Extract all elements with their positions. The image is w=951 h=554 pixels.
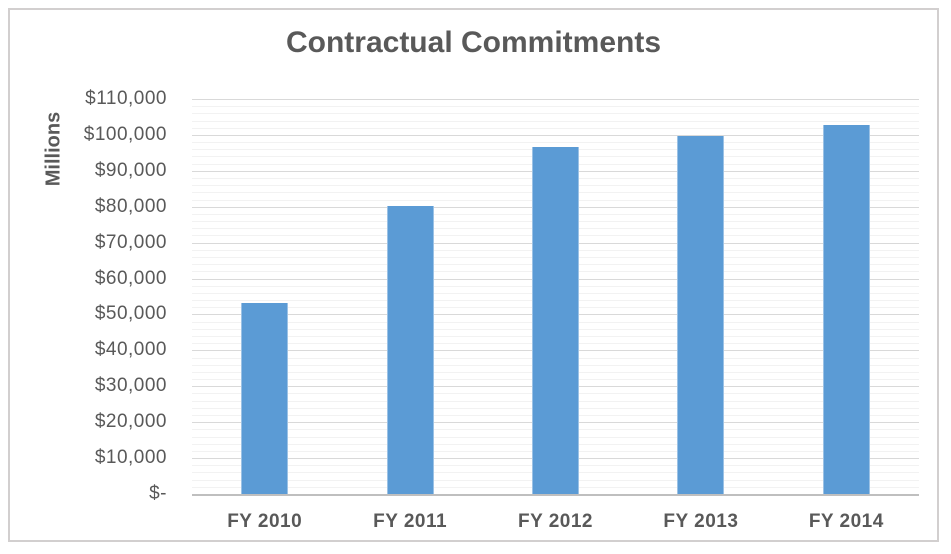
y-tick-label: $20,000 — [94, 411, 167, 433]
bars-row — [192, 99, 919, 494]
x-tick-label: FY 2014 — [808, 511, 884, 532]
gridline-minor — [192, 127, 919, 129]
gridline-major — [192, 134, 919, 136]
bar-slot — [774, 99, 919, 494]
gridline-minor — [192, 106, 919, 108]
y-tick-label: $40,000 — [94, 339, 167, 361]
y-tick-label: $50,000 — [94, 303, 167, 325]
plot-area — [192, 99, 919, 496]
gridline-minor — [192, 113, 919, 115]
bar-slot — [337, 99, 482, 494]
x-tick-label: FY 2011 — [373, 511, 448, 532]
y-axis-tick-labels: $- $10,000 $20,000 $30,000 $40,000 $50,000 $60… — [10, 88, 167, 504]
bar-fy-2014[interactable] — [822, 124, 870, 494]
x-axis-tick-labels: FY 2010 FY 2011 FY 2012 FY 2013 FY 2014 — [192, 511, 919, 533]
gridline-major — [192, 99, 919, 100]
y-tick-label: $30,000 — [94, 375, 167, 397]
gridline-minor — [192, 120, 919, 122]
y-tick-label: $80,000 — [94, 195, 167, 217]
y-tick-label: $90,000 — [94, 159, 167, 181]
x-tick-label: FY 2010 — [227, 511, 303, 532]
y-tick-label: $100,000 — [83, 123, 167, 145]
chart-frame: Contractual Commitments Millions $- $10,0… — [8, 8, 939, 542]
y-tick-label: $- — [149, 483, 167, 504]
y-tick-label: $60,000 — [94, 267, 167, 289]
bar-fy-2010[interactable] — [241, 303, 289, 494]
bar-slot — [192, 99, 337, 494]
x-tick-label: FY 2013 — [663, 511, 739, 532]
x-tick-label: FY 2012 — [518, 511, 593, 532]
y-tick-label: $10,000 — [94, 447, 167, 469]
chart-title: Contractual Commitments — [285, 26, 662, 59]
y-tick-label: $110,000 — [85, 88, 167, 109]
bar-fy-2011[interactable] — [386, 206, 434, 494]
bar-fy-2012[interactable] — [532, 147, 580, 494]
y-tick-label: $70,000 — [94, 231, 167, 253]
bar-slot — [628, 99, 773, 494]
bar-slot — [483, 99, 628, 494]
gridline-minor — [192, 142, 919, 144]
bar-fy-2013[interactable] — [677, 136, 725, 494]
